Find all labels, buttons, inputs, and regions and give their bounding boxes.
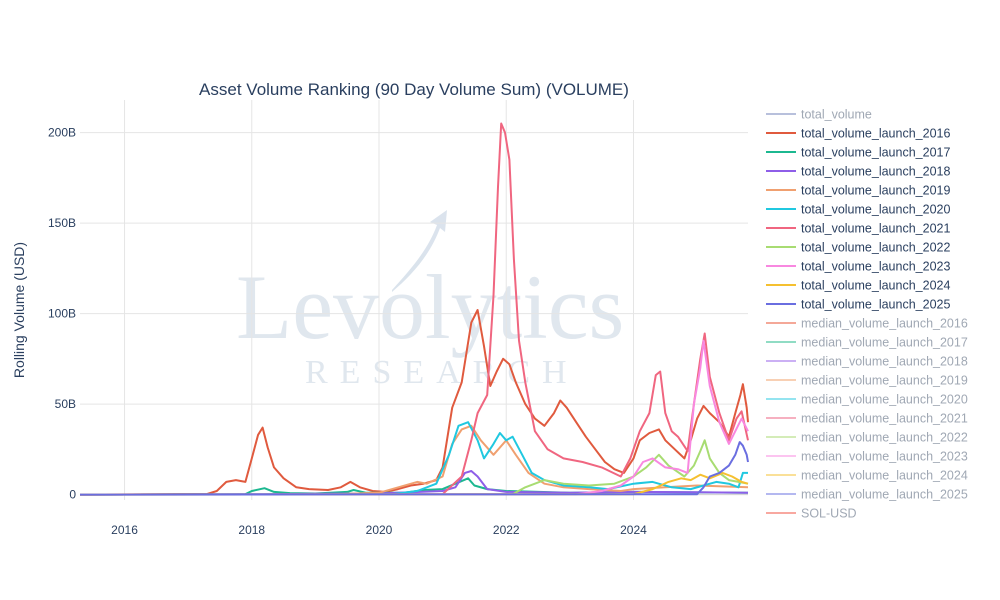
legend-label-median_volume_launch_2018: median_volume_launch_2018 [801,355,968,369]
legend-label-median_volume_launch_2022: median_volume_launch_2022 [801,431,968,445]
legend-item-total_volume_launch_2016[interactable]: total_volume_launch_2016 [766,127,950,141]
legend-item-median_volume_launch_2022[interactable]: median_volume_launch_2022 [766,431,968,445]
legend-item-total_volume_launch_2020[interactable]: total_volume_launch_2020 [766,203,950,217]
axes: 2016 2018 2020 2022 2024 0 50B 100B 150B 200B [48,126,647,537]
series-line-total_volume_launch_2025 [79,441,749,496]
y-tick-label-100: 100B [48,307,76,321]
legend-item-median_volume_launch_2025[interactable]: median_volume_launch_2025 [766,488,968,502]
legend-label-SOL-USD: SOL-USD [801,507,857,521]
legend-item-median_volume_launch_2024[interactable]: median_volume_launch_2024 [766,469,968,483]
legend-label-total_volume_launch_2020: total_volume_launch_2020 [801,203,950,217]
chart-title: Asset Volume Ranking (90 Day Volume Sum)… [199,80,629,99]
y-tick-label-150: 150B [48,216,76,230]
legend-item-median_volume_launch_2020[interactable]: median_volume_launch_2020 [766,393,968,407]
legend-label-total_volume: total_volume [801,108,872,122]
series-line-total_volume_launch_2024 [79,471,749,496]
legend-label-total_volume_launch_2022: total_volume_launch_2022 [801,241,950,255]
legend-item-median_volume_launch_2016[interactable]: median_volume_launch_2016 [766,317,968,331]
legend-label-median_volume_launch_2017: median_volume_launch_2017 [801,336,968,350]
series-line-total_volume_launch_2021 [79,122,749,496]
series-line-total_volume_launch_2023 [79,339,749,496]
legend-label-total_volume_launch_2024: total_volume_launch_2024 [801,279,950,293]
watermark-main: Levolytics [236,256,624,358]
legend-label-total_volume_launch_2016: total_volume_launch_2016 [801,127,950,141]
x-tick-label-2016: 2016 [111,523,138,537]
legend-label-median_volume_launch_2019: median_volume_launch_2019 [801,374,968,388]
legend-label-median_volume_launch_2020: median_volume_launch_2020 [801,393,968,407]
legend-item-total_volume_launch_2021[interactable]: total_volume_launch_2021 [766,222,950,236]
legend-item-median_volume_launch_2018[interactable]: median_volume_launch_2018 [766,355,968,369]
legend-label-total_volume_launch_2019: total_volume_launch_2019 [801,184,950,198]
series-line-total_volume_launch_2019 [79,424,749,496]
y-axis-label: Rolling Volume (USD) [11,242,27,378]
legend-item-total_volume_launch_2023[interactable]: total_volume_launch_2023 [766,260,950,274]
legend-item-total_volume_launch_2025[interactable]: total_volume_launch_2025 [766,298,950,312]
legend-item-median_volume_launch_2023[interactable]: median_volume_launch_2023 [766,450,968,464]
legend-label-total_volume_launch_2025: total_volume_launch_2025 [801,298,950,312]
legend-item-total_volume_launch_2018[interactable]: total_volume_launch_2018 [766,165,950,179]
watermark: Levolytics RESEARCH [236,210,624,391]
series-line-total_volume_launch_2020 [79,421,748,496]
legend-item-median_volume_launch_2017[interactable]: median_volume_launch_2017 [766,336,968,350]
legend-label-median_volume_launch_2024: median_volume_launch_2024 [801,469,968,483]
legend-item-total_volume_launch_2024[interactable]: total_volume_launch_2024 [766,279,950,293]
legend[interactable]: total_volume total_volume_launch_2016tota… [766,108,968,521]
x-tick-label-2022: 2022 [493,523,520,537]
watermark-sub: RESEARCH [305,354,579,391]
legend-label-total_volume_launch_2017: total_volume_launch_2017 [801,146,950,160]
legend-label-total_volume_launch_2018: total_volume_launch_2018 [801,165,950,179]
y-tick-label-50: 50B [55,397,76,411]
legend-item-SOL-USD[interactable]: SOL-USD [766,507,857,521]
legend-item-total_volume_launch_2022[interactable]: total_volume_launch_2022 [766,241,950,255]
legend-label-total_volume_launch_2023: total_volume_launch_2023 [801,260,950,274]
legend-item-median_volume_launch_2019[interactable]: median_volume_launch_2019 [766,374,968,388]
gridlines [80,100,748,500]
legend-item-median_volume_launch_2021[interactable]: median_volume_launch_2021 [766,412,968,426]
x-tick-label-2024: 2024 [620,523,647,537]
legend-label-median_volume_launch_2023: median_volume_launch_2023 [801,450,968,464]
y-tick-label-0: 0 [69,488,76,502]
series-line-total_volume_launch_2016 [79,309,749,496]
series-line-total_volume_launch_2022 [79,439,749,496]
series-lines [79,122,749,496]
legend-label-median_volume_launch_2016: median_volume_launch_2016 [801,317,968,331]
watermark-arrow-icon [392,210,447,292]
x-tick-label-2018: 2018 [238,523,265,537]
legend-item-total_volume_launch_2017[interactable]: total_volume_launch_2017 [766,146,950,160]
legend-item-total_volume_launch_2019[interactable]: total_volume_launch_2019 [766,184,950,198]
legend-label-median_volume_launch_2025: median_volume_launch_2025 [801,488,968,502]
legend-item-total_volume[interactable]: total_volume [766,108,872,122]
y-tick-label-200: 200B [48,126,76,140]
legend-label-median_volume_launch_2021: median_volume_launch_2021 [801,412,968,426]
x-tick-label-2020: 2020 [366,523,393,537]
legend-label-total_volume_launch_2021: total_volume_launch_2021 [801,222,950,236]
